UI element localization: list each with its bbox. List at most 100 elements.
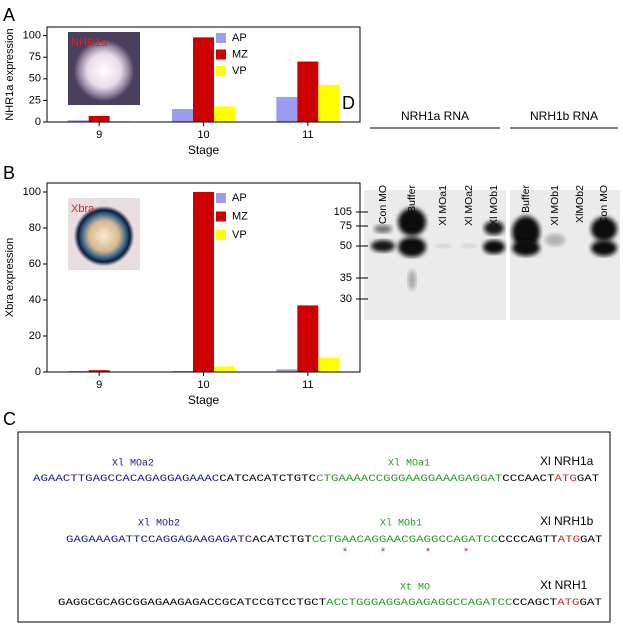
legend-swatch <box>216 230 226 240</box>
sequence-box <box>17 431 611 623</box>
bar <box>193 37 214 123</box>
legend-label: MZ <box>232 210 248 222</box>
y-tick-label: 0 <box>35 116 41 128</box>
legend-swatch <box>216 211 226 222</box>
blot-band <box>461 244 477 248</box>
mismatch-asterisk: * <box>426 546 431 558</box>
sequence-segment: GAGGCGCAGCGGAGAAGAGACCGCATCCGTCCTGCT <box>58 598 326 609</box>
primer-label: Xl MOb1 <box>380 518 422 530</box>
sequence-segment: GAT <box>580 535 602 546</box>
lane-label: XlMOb2 <box>574 185 586 223</box>
sequence-segment: CCCAACT <box>502 474 554 485</box>
mismatch-asterisk: * <box>464 546 469 558</box>
y-tick-label: 0 <box>35 366 41 378</box>
sequence-segment: GAT <box>579 598 601 609</box>
blot-band <box>374 225 392 233</box>
blot-band <box>398 237 426 257</box>
inset-embryo <box>73 205 135 267</box>
x-tick-label: 9 <box>96 379 102 391</box>
sequence-segment: ACATCTGT <box>252 535 312 546</box>
plot-frame <box>46 26 361 123</box>
x-axis-label: Stage <box>188 393 220 407</box>
legend-swatch <box>216 193 226 203</box>
y-axis-label: Xbra expression <box>4 238 16 318</box>
marker-label: 75 <box>340 220 352 232</box>
blot-band <box>591 240 617 256</box>
x-tick-label: 11 <box>302 129 313 141</box>
marker-label: 35 <box>340 272 352 284</box>
sequence-segment: ACCTGGGAGGAGAGAGGCCAGATCC <box>326 598 512 609</box>
legend-swatch <box>216 49 226 60</box>
marker-label: 50 <box>340 240 352 252</box>
blot-band <box>398 208 426 236</box>
y-tick-label: 50 <box>29 73 41 85</box>
bar <box>88 115 110 122</box>
lane-label: Buffer <box>406 185 418 213</box>
bar <box>318 84 340 122</box>
sequence: GAGAAAGATTCCAGGAGAAGAGATC ACATCTGT CCTGAAC… <box>66 535 602 546</box>
legend-label: AP <box>232 32 247 44</box>
x-tick-label: 11 <box>302 379 313 391</box>
inset-label: Xbra <box>71 203 95 215</box>
mismatch-asterisk: * <box>381 546 386 558</box>
lane-label: Buffer <box>520 185 532 213</box>
x-tick-label: 9 <box>96 129 102 141</box>
y-tick-label: 20 <box>29 330 41 342</box>
sequence-segment: ATG <box>558 535 580 546</box>
bar <box>88 370 110 372</box>
blot-band <box>512 216 540 248</box>
blot-band <box>484 221 504 235</box>
sequence-segment: CCAGCT <box>512 598 557 609</box>
bar <box>297 305 319 372</box>
legend-label: MZ <box>232 48 248 60</box>
y-axis-label: NHR1a expression <box>4 28 16 120</box>
bar <box>172 109 193 122</box>
y-tick-label: 80 <box>29 222 41 234</box>
sequence-segment: ATG <box>554 474 576 485</box>
bar <box>276 369 298 372</box>
primer-label: Xl MOb2 <box>138 518 180 530</box>
y-tick-label: 60 <box>29 258 41 270</box>
group-label: NRH1b RNA <box>530 109 598 123</box>
blot-band <box>483 240 505 254</box>
y-tick-label: 100 <box>23 30 41 42</box>
inset-embryo <box>73 39 135 102</box>
sequence-segment: ATG <box>557 598 579 609</box>
y-tick-label: 75 <box>29 51 41 63</box>
panel-letter: A <box>3 5 15 25</box>
group-label: NRH1a RNA <box>401 109 469 123</box>
sequence-segment: CATCACATCTGTC <box>219 474 316 485</box>
inset-label: NHR1a <box>71 37 108 49</box>
blot-band <box>591 217 617 241</box>
primer-label: Xt MO <box>400 583 430 594</box>
sequence: AGAACTTGAGCCACAGAGGAGAAAC CATCACATCTGTC CT… <box>33 474 599 485</box>
sequence: GAGGCGCAGCGGAGAAGAGACCGCATCCGTCCTGCT ACCT… <box>58 598 602 609</box>
gene-name: Xl NRH1b <box>540 514 594 528</box>
sequence-segment: CCTGAACAGGAACGAGGCCAGATCC <box>312 535 498 546</box>
gene-name: Xl NRH1a <box>540 454 594 468</box>
blot-band <box>545 234 565 246</box>
bar <box>276 96 298 122</box>
blot-band <box>371 240 395 252</box>
lane-label: Xl MOa1 <box>437 185 449 226</box>
lane-label: Con MO <box>377 185 389 224</box>
marker-label: 30 <box>340 293 352 305</box>
sequence-segment: CCCCAGTT <box>498 535 558 546</box>
blot-band <box>512 240 540 256</box>
blot-band <box>435 244 451 248</box>
sequence-segment: GAT <box>577 474 599 485</box>
y-tick-label: 100 <box>23 186 41 198</box>
lane-label: Xl MOa2 <box>463 185 475 226</box>
lane-label: Xl MOb1 <box>549 185 561 226</box>
gene-name: Xt NRH1 <box>540 578 588 592</box>
blot-band <box>408 270 416 290</box>
bar <box>214 106 235 122</box>
bar <box>67 120 89 122</box>
legend-swatch <box>216 66 226 76</box>
legend-label: VP <box>232 229 247 241</box>
sequence-segment: GAGAAAGATTCCAGGAGAAGAGATC <box>66 535 252 546</box>
x-tick-label: 10 <box>197 129 209 141</box>
sequence-segment: CTGAAAACCGGGAAGGAAAGAGGAT <box>316 474 502 485</box>
lane-label: Xl MOb1 <box>488 185 500 226</box>
